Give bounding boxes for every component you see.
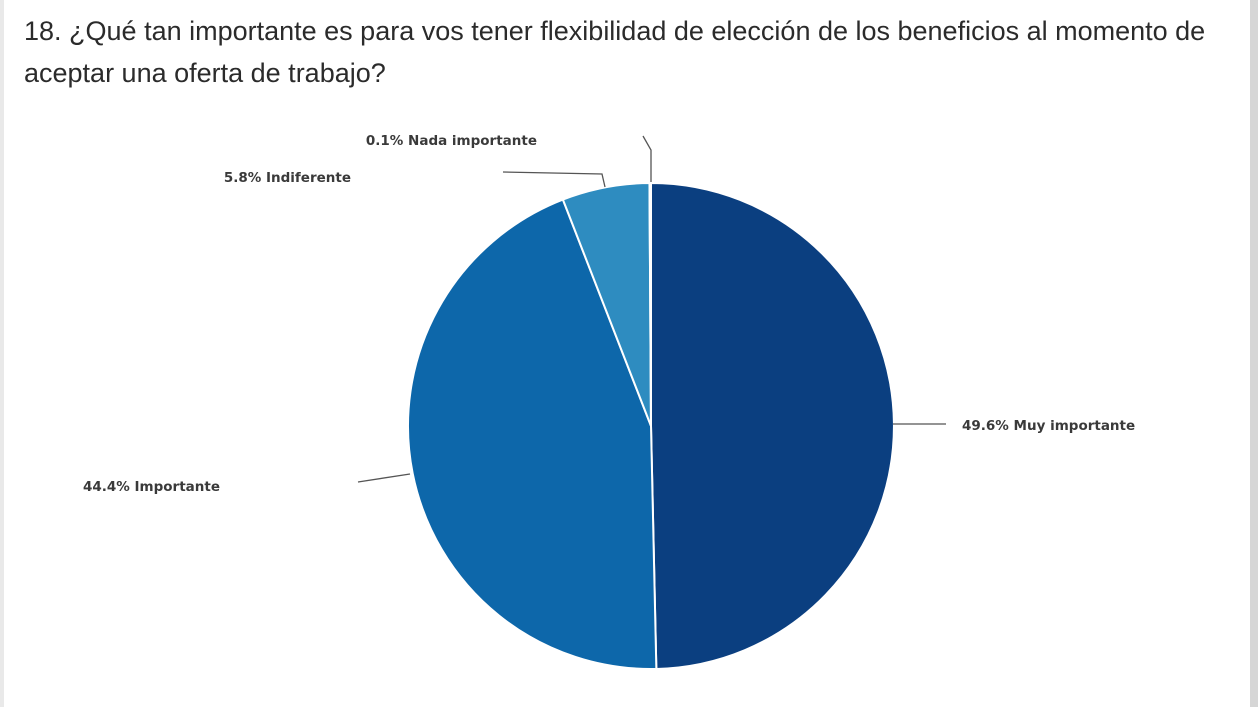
right-frame-edge [1250,0,1258,707]
data-label-nada-importante: 0.1% Nada importante [366,133,537,149]
leader-line-nada-importante [642,135,652,182]
pie-slices [407,181,895,670]
pie-slice-muy-importante [650,181,895,670]
data-label-muy-importante: 49.6% Muy importante [962,418,1135,434]
leader-line-importante [357,473,411,483]
pie-slice-nada-importante [648,181,652,427]
chart-title: 18. ¿Qué tan importante es para vos tene… [24,16,1206,88]
data-label-indiferente: 5.8% Indiferente [224,170,351,186]
leader-lines [357,135,946,483]
leader-line-indiferente [502,171,606,188]
data-label-importante: 44.4% Importante [83,479,220,495]
left-frame-edge [0,0,4,707]
data-labels: 49.6% Muy importante 44.4% Importante 5.8%… [83,133,1135,495]
pie-slice-importante [407,198,658,670]
